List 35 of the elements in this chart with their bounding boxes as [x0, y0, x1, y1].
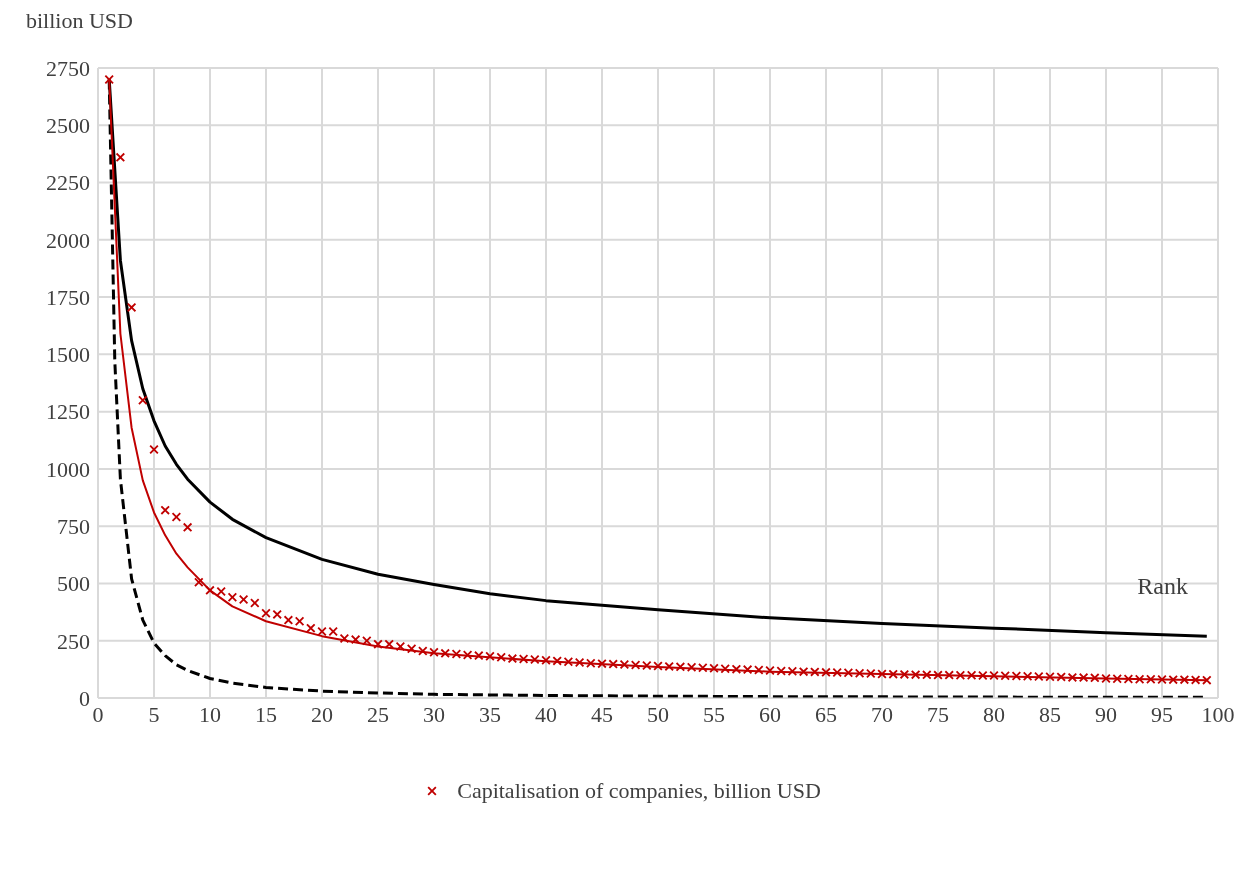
x-tick-label: 85 [1039, 701, 1061, 727]
x-tick-label: 75 [927, 701, 949, 727]
y-tick-label: 500 [57, 571, 90, 597]
y-tick-label: 1500 [46, 342, 90, 368]
x-tick-label: 50 [647, 701, 669, 727]
y-tick-label: 2750 [46, 55, 90, 81]
y-axis-title: billion USD [25, 8, 134, 35]
x-axis-title: Rank [1137, 573, 1188, 600]
x-tick-label: 55 [703, 701, 725, 727]
x-tick-label: 25 [367, 701, 389, 727]
x-tick-label: 100 [1201, 701, 1235, 727]
x-tick-label: 80 [983, 701, 1005, 727]
x-tick-label: 10 [199, 701, 221, 727]
x-tick-label: 20 [311, 701, 333, 727]
x-tick-label: 5 [148, 701, 160, 727]
x-tick-label: 15 [255, 701, 277, 727]
y-tick-label: 750 [57, 513, 90, 539]
x-tick-label: 65 [815, 701, 837, 727]
y-tick-label: 1250 [46, 399, 90, 425]
y-tick-label: 2000 [46, 227, 90, 253]
x-tick-label: 90 [1095, 701, 1117, 727]
x-tick-label: 95 [1151, 701, 1173, 727]
x-tick-label: 40 [535, 701, 557, 727]
y-tick-label: 2500 [46, 113, 90, 139]
x-tick-label: 60 [759, 701, 781, 727]
x-tick-label: 45 [591, 701, 613, 727]
y-tick-label: 2250 [46, 170, 90, 196]
y-tick-label: 1750 [46, 284, 90, 310]
x-tick-label: 35 [479, 701, 501, 727]
legend-label: Capitalisation of companies, billion USD [457, 778, 821, 804]
y-tick-label: 0 [79, 685, 90, 711]
x-tick-label: 30 [423, 701, 445, 727]
y-tick-label: 1000 [46, 456, 90, 482]
y-tick-label: 250 [57, 628, 90, 654]
x-tick-label: 70 [871, 701, 893, 727]
